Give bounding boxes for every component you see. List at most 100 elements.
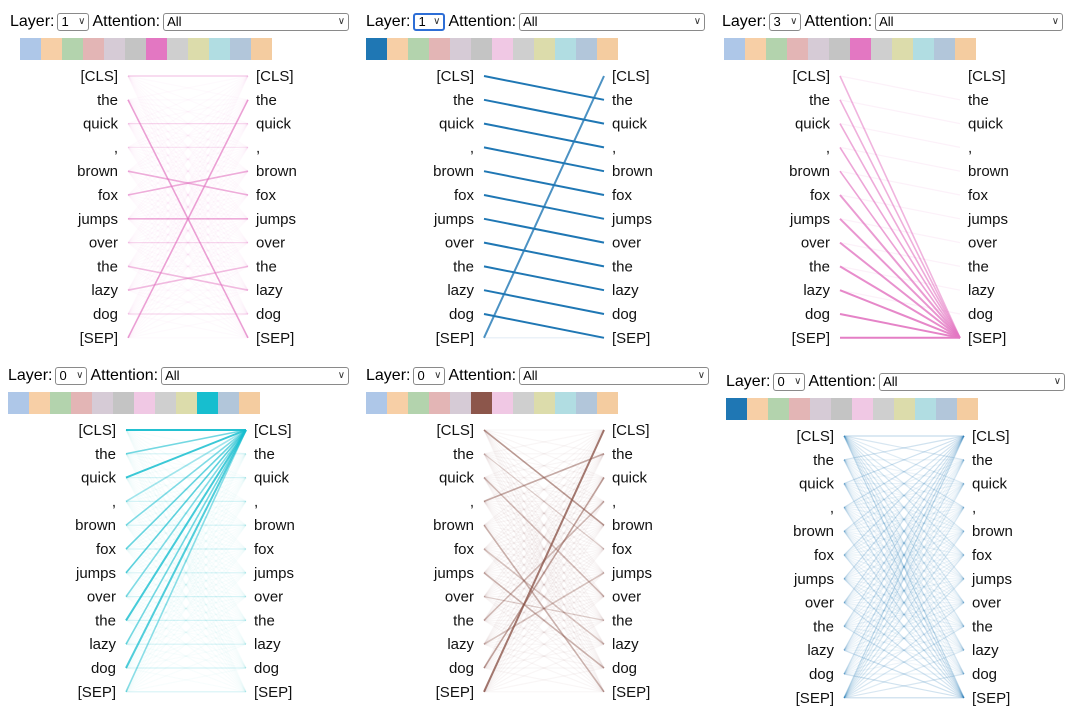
- head-swatch[interactable]: [873, 398, 894, 420]
- token-right[interactable]: fox: [254, 541, 275, 558]
- token-right[interactable]: over: [254, 589, 283, 606]
- token-left[interactable]: dog: [91, 660, 116, 677]
- token-left[interactable]: [CLS]: [796, 428, 834, 445]
- token-left[interactable]: [SEP]: [436, 684, 474, 701]
- head-swatch[interactable]: [534, 392, 555, 414]
- token-left[interactable]: over: [445, 589, 474, 606]
- token-left[interactable]: fox: [454, 187, 475, 204]
- layer-select[interactable]: 3 ∨: [769, 13, 802, 31]
- head-swatch[interactable]: [492, 38, 513, 60]
- token-right[interactable]: [SEP]: [256, 330, 294, 347]
- token-left[interactable]: the: [813, 618, 834, 635]
- token-right[interactable]: the: [972, 618, 993, 635]
- token-left[interactable]: dog: [809, 666, 834, 683]
- head-swatch[interactable]: [597, 392, 618, 414]
- token-left[interactable]: jumps: [789, 211, 830, 228]
- token-left[interactable]: quick: [83, 116, 119, 133]
- token-right[interactable]: the: [254, 612, 275, 629]
- attention-select[interactable]: All ∨: [875, 13, 1064, 31]
- token-left[interactable]: lazy: [91, 282, 118, 299]
- token-left[interactable]: the: [97, 258, 118, 275]
- head-swatch[interactable]: [230, 38, 251, 60]
- token-left[interactable]: [CLS]: [792, 68, 830, 85]
- token-left[interactable]: ,: [470, 139, 474, 156]
- head-swatch[interactable]: [747, 398, 768, 420]
- token-left[interactable]: fox: [814, 547, 835, 564]
- token-left[interactable]: [CLS]: [80, 68, 118, 85]
- token-right[interactable]: quick: [968, 116, 1004, 133]
- head-swatch[interactable]: [239, 392, 260, 414]
- token-left[interactable]: the: [95, 446, 116, 463]
- head-swatch[interactable]: [724, 38, 745, 60]
- token-right[interactable]: dog: [254, 660, 279, 677]
- token-left[interactable]: over: [801, 235, 830, 252]
- head-swatch[interactable]: [188, 38, 209, 60]
- token-right[interactable]: quick: [612, 116, 648, 133]
- head-swatch[interactable]: [471, 392, 492, 414]
- token-left[interactable]: dog: [449, 660, 474, 677]
- token-right[interactable]: brown: [612, 517, 653, 534]
- token-left[interactable]: lazy: [447, 636, 474, 653]
- head-swatch[interactable]: [366, 38, 387, 60]
- token-left[interactable]: the: [453, 258, 474, 275]
- token-left[interactable]: lazy: [807, 642, 834, 659]
- head-swatch[interactable]: [957, 398, 978, 420]
- head-swatch[interactable]: [41, 38, 62, 60]
- token-left[interactable]: brown: [793, 523, 834, 540]
- head-swatch[interactable]: [955, 38, 976, 60]
- token-left[interactable]: brown: [433, 163, 474, 180]
- head-swatch[interactable]: [429, 38, 450, 60]
- token-left[interactable]: over: [445, 235, 474, 252]
- token-right[interactable]: [CLS]: [968, 68, 1006, 85]
- token-left[interactable]: quick: [795, 116, 831, 133]
- token-left[interactable]: over: [87, 589, 116, 606]
- token-right[interactable]: [SEP]: [972, 690, 1010, 707]
- token-right[interactable]: [CLS]: [612, 422, 650, 439]
- token-right[interactable]: jumps: [611, 565, 652, 582]
- token-right[interactable]: lazy: [254, 636, 281, 653]
- token-left[interactable]: brown: [789, 163, 830, 180]
- token-right[interactable]: ,: [612, 493, 616, 510]
- head-swatch[interactable]: [218, 392, 239, 414]
- head-swatch[interactable]: [936, 398, 957, 420]
- token-left[interactable]: quick: [81, 470, 117, 487]
- token-right[interactable]: quick: [612, 470, 648, 487]
- token-right[interactable]: ,: [256, 139, 260, 156]
- token-left[interactable]: ,: [112, 493, 116, 510]
- token-left[interactable]: dog: [449, 306, 474, 323]
- token-right[interactable]: dog: [256, 306, 281, 323]
- head-swatch[interactable]: [8, 392, 29, 414]
- token-right[interactable]: dog: [968, 306, 993, 323]
- token-left[interactable]: [CLS]: [78, 422, 116, 439]
- token-left[interactable]: fox: [96, 541, 117, 558]
- token-right[interactable]: brown: [254, 517, 295, 534]
- token-right[interactable]: over: [612, 589, 641, 606]
- head-swatch[interactable]: [871, 38, 892, 60]
- token-right[interactable]: fox: [612, 187, 633, 204]
- token-right[interactable]: [SEP]: [254, 684, 292, 701]
- token-right[interactable]: lazy: [972, 642, 999, 659]
- head-swatch[interactable]: [146, 38, 167, 60]
- token-left[interactable]: lazy: [89, 636, 116, 653]
- attention-select[interactable]: All ∨: [161, 367, 350, 385]
- token-right[interactable]: [CLS]: [254, 422, 292, 439]
- token-right[interactable]: quick: [972, 476, 1008, 493]
- head-swatch[interactable]: [408, 38, 429, 60]
- token-left[interactable]: the: [95, 612, 116, 629]
- head-swatch[interactable]: [726, 398, 747, 420]
- layer-select[interactable]: 1 ∨: [413, 13, 446, 31]
- token-right[interactable]: [SEP]: [612, 684, 650, 701]
- head-swatch[interactable]: [134, 392, 155, 414]
- token-left[interactable]: the: [809, 92, 830, 109]
- head-swatch[interactable]: [555, 38, 576, 60]
- token-left[interactable]: the: [453, 446, 474, 463]
- token-right[interactable]: [SEP]: [612, 330, 650, 347]
- head-swatch[interactable]: [789, 398, 810, 420]
- token-left[interactable]: quick: [439, 116, 475, 133]
- layer-select[interactable]: 0 ∨: [413, 367, 446, 385]
- token-right[interactable]: jumps: [253, 565, 294, 582]
- head-swatch[interactable]: [113, 392, 134, 414]
- head-swatch[interactable]: [408, 392, 429, 414]
- token-right[interactable]: brown: [256, 163, 297, 180]
- token-right[interactable]: fox: [972, 547, 993, 564]
